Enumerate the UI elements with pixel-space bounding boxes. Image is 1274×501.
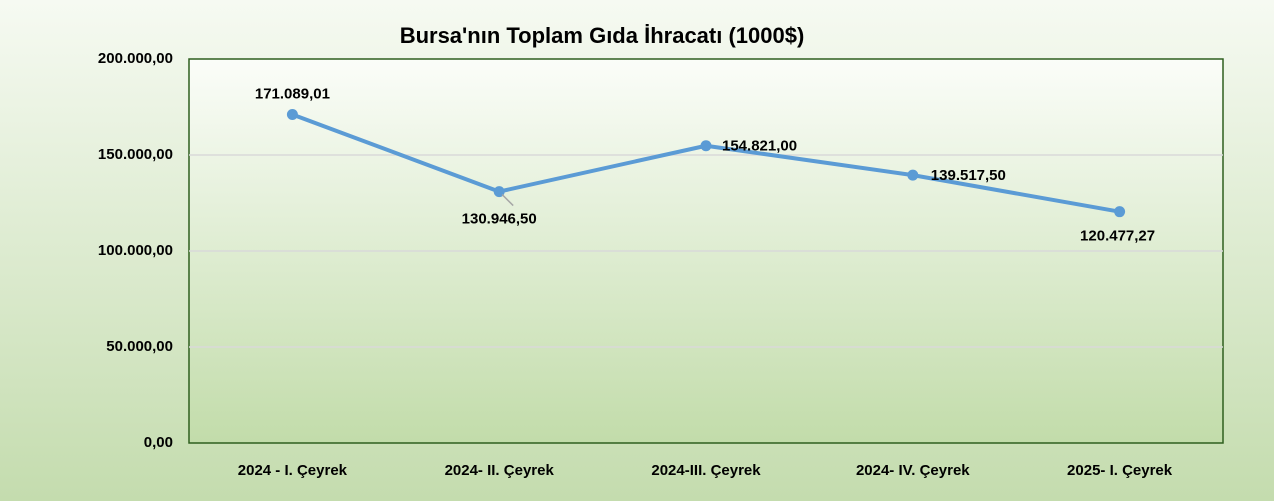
chart-title: Bursa'nın Toplam Gıda İhracatı (1000$)	[400, 23, 805, 48]
y-tick-label: 100.000,00	[98, 242, 173, 259]
x-tick-label: 2024- II. Çeyrek	[445, 462, 555, 479]
y-tick-label: 200.000,00	[98, 50, 173, 67]
marker	[700, 140, 712, 152]
x-tick-label: 2025- I. Çeyrek	[1067, 462, 1173, 479]
marker	[1114, 206, 1126, 218]
x-tick-label: 2024-III. Çeyrek	[651, 462, 761, 479]
marker	[493, 186, 505, 198]
data-label: 120.477,27	[1080, 228, 1155, 245]
y-tick-label: 50.000,00	[106, 338, 173, 355]
marker	[907, 169, 919, 181]
data-label: 130.946,50	[462, 211, 537, 228]
data-label: 171.089,01	[255, 85, 330, 102]
y-tick-label: 0,00	[144, 434, 173, 451]
leader-line	[501, 194, 514, 207]
data-label: 154.821,00	[722, 138, 797, 155]
x-tick-label: 2024 - I. Çeyrek	[238, 462, 348, 479]
data-label: 139.517,50	[931, 167, 1006, 184]
y-tick-label: 150.000,00	[98, 146, 173, 163]
x-tick-label: 2024- IV. Çeyrek	[856, 462, 970, 479]
marker	[286, 109, 298, 121]
